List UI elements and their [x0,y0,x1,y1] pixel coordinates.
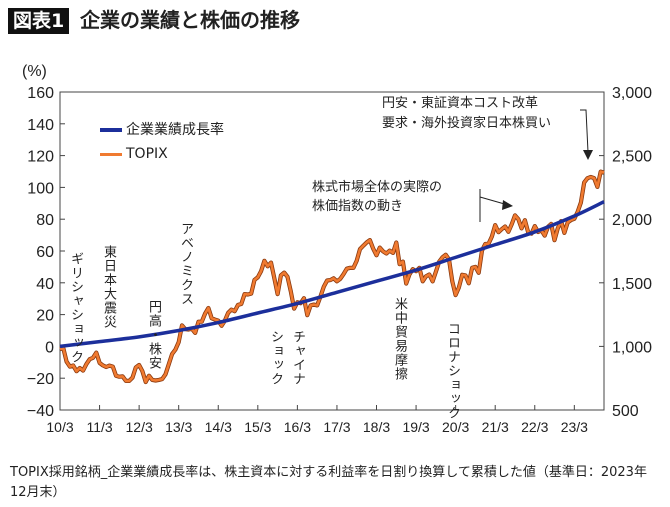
legend: 企業業績成長率 TOPIX [100,118,224,166]
annotation-china-2: ショック [268,330,283,386]
annotation-weak-yen-2: 要求・海外投資家日本株買い [382,116,552,131]
x-tick-label: 23/3 [561,419,588,435]
topix-line [59,170,605,384]
figure-title: 企業の業績と株価の推移 [80,8,300,32]
annotation-trade-war: 米中貿易摩擦 [392,297,407,381]
left-tick-label: 60 [36,244,54,261]
annotation-china-1: チャイナ [290,330,305,386]
left-axis-unit: (%) [22,63,47,80]
legend-item-topix: TOPIX [100,142,224,166]
legend-item-growth: 企業業績成長率 [100,118,224,142]
x-tick-label: 11/3 [86,419,112,435]
x-tick-label: 17/3 [323,419,350,435]
x-tick-label: 12/3 [126,419,153,435]
market-arrowhead [502,200,513,210]
x-tick-label: 19/3 [402,419,429,435]
x-tick-label: 13/3 [165,419,192,435]
annotation-weak-yen-1: 円安・東証資本コスト改革 [382,96,539,111]
left-tick-label: 160 [27,85,54,102]
legend-label: 企業業績成長率 [126,122,224,138]
growth-rate-line [59,200,605,349]
footnote: TOPIX採用銘柄_企業業績成長率は、株主資本に対する利益率を日割り換算して累積… [10,465,647,500]
left-tick-label: 100 [27,180,54,197]
legend-swatch-blue [100,128,122,132]
figure-number-badge: 図表1 [8,8,70,34]
right-tick-label: 2,000 [612,212,652,229]
left-tick-label: 20 [36,308,54,325]
x-tick-label: 20/3 [442,419,469,435]
x-tick-label: 10/3 [46,419,73,435]
x-tick-label: 22/3 [521,419,548,435]
weak-yen-bracket [580,109,589,153]
left-tick-label: 40 [36,276,54,293]
left-tick-label: 0 [45,339,54,356]
legend-label: TOPIX [126,146,168,162]
annotation-abenomics: アベノミクス [178,222,193,306]
weak-yen-arrowhead [583,150,593,160]
annotation-yen-high: 円高・株安 [146,300,161,370]
annotation-corona: コロナショック [445,322,460,420]
right-tick-label: 500 [612,403,639,420]
left-tick-label: −40 [27,403,54,420]
right-tick-label: 1,500 [612,276,652,293]
left-tick-label: 120 [27,149,54,166]
right-tick-label: 1,000 [612,339,652,356]
annotation-greece: ギリシャショック [68,252,83,364]
x-tick-label: 14/3 [205,419,232,435]
x-tick-label: 16/3 [284,419,311,435]
annotation-market-2: 株価指数の動き [312,199,404,214]
right-tick-label: 2,500 [612,149,652,166]
left-tick-label: −20 [27,371,54,388]
annotation-quake: 東日本大震災 [101,245,116,329]
x-tick-label: 21/3 [482,419,509,435]
x-tick-label: 15/3 [244,419,271,435]
right-tick-label: 3,000 [612,85,652,102]
annotation-market-1: 株式市場全体の実際の [312,180,443,195]
x-tick-label: 18/3 [363,419,390,435]
left-tick-label: 140 [27,117,54,134]
legend-swatch-orange [100,152,122,156]
left-tick-label: 80 [36,212,54,229]
